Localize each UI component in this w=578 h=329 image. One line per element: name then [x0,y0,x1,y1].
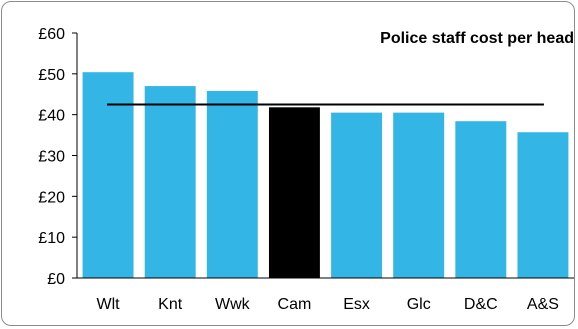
x-tick-label: Wlt [97,296,121,313]
bar-dc [455,121,507,278]
bar-glc [393,112,445,278]
y-tick-label: £40 [38,108,65,125]
x-tick-label: Knt [158,296,183,313]
bar-cam [268,107,320,278]
y-tick-label: £0 [47,271,65,288]
bar-wlt [82,72,134,278]
bar-knt [144,86,196,278]
y-tick-label: £10 [38,230,65,247]
chart-title: Police staff cost per head [380,30,574,47]
x-tick-label: Cam [278,296,312,313]
bars [82,72,569,278]
x-tick-label: A&S [527,296,559,313]
bar-esx [331,112,383,278]
y-tick-label: £60 [38,26,65,43]
y-tick-label: £30 [38,149,65,166]
x-axis: Wlt Knt Wwk Cam Esx Glc D&C A&S [77,277,574,313]
x-tick-label: D&C [464,296,498,313]
bar-wwk [206,90,258,278]
x-tick-label: Glc [407,296,431,313]
bar-as [517,132,569,278]
x-tick-label: Esx [343,296,370,313]
x-tick-label: Wwk [215,296,251,313]
y-axis: £0 £10 £20 £30 £40 £50 £60 [38,26,78,288]
y-tick-label: £50 [38,67,65,84]
y-tick-label: £20 [38,189,65,206]
